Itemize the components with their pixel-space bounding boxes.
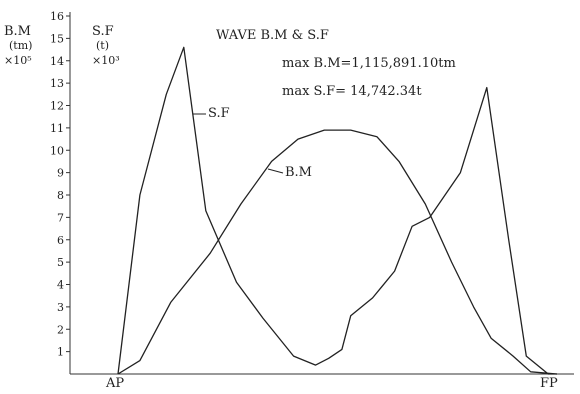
y-tick-label: 13 (50, 77, 64, 90)
y-axis-scale-sf: ×10³ (92, 54, 120, 67)
x-label-ap: AP (106, 376, 125, 391)
chart-axes (69, 12, 574, 375)
y-tick-label: 2 (57, 323, 64, 336)
series-label-sf: S.F (208, 106, 230, 121)
chart-title: WAVE B.M & S.F (216, 28, 329, 43)
series-lines (117, 46, 558, 375)
y-tick-label: 14 (50, 55, 64, 68)
series-line-s-f (117, 46, 557, 375)
y-tick-label: 5 (57, 256, 64, 269)
y-tick-label: 3 (57, 301, 64, 314)
y-tick-label: 11 (50, 122, 64, 135)
max-bm-annotation: max B.M=1,115,891.10tm (282, 56, 456, 71)
y-axis-label-sf: S.F (92, 24, 114, 39)
y-tick-label: 1 (57, 346, 64, 359)
bm-label-leader (267, 168, 284, 174)
series-line-b-m (117, 129, 558, 375)
y-tick-label: 10 (50, 144, 64, 157)
y-tick-label: 12 (50, 100, 64, 113)
y-axis-unit-bm: (tm) (9, 39, 33, 52)
y-tick-label: 8 (57, 189, 64, 202)
y-tick-label: 6 (57, 234, 64, 247)
max-sf-annotation: max S.F= 14,742.34t (282, 84, 422, 99)
y-tick-label: 16 (50, 10, 64, 23)
y-tick-label: 9 (57, 167, 64, 180)
y-axis-scale-bm: ×10⁵ (4, 54, 32, 67)
series-label-bm: B.M (285, 165, 312, 180)
y-tick-label: 7 (57, 211, 64, 224)
y-tick-label: 4 (57, 279, 64, 292)
y-tick-label: 15 (50, 32, 64, 45)
y-axis-unit-sf: (t) (96, 39, 110, 52)
x-label-fp: FP (540, 376, 558, 391)
y-axis-label-bm: B.M (4, 24, 31, 39)
